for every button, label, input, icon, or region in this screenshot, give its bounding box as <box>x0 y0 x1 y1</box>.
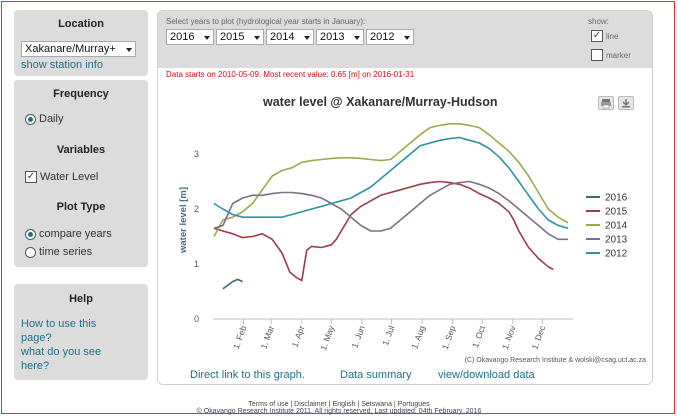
legend-label-2012: 2012 <box>605 249 628 260</box>
chevron-down-icon <box>354 36 360 40</box>
year-value-2: 2015 <box>220 31 245 43</box>
frequency-title: Frequency <box>53 88 109 100</box>
x-tick-label-10: 1. Dec <box>530 324 548 351</box>
chevron-down-icon <box>404 36 410 40</box>
year-select-5[interactable]: 2012 <box>366 29 414 45</box>
download-icon[interactable] <box>618 96 634 110</box>
data-info-text: Data starts on 2010-05-09. Most recent v… <box>166 70 415 79</box>
y-tick-label-1: 1 <box>194 259 199 269</box>
line-label: line <box>606 32 619 41</box>
variables-title: Variables <box>56 144 106 156</box>
year-value-4: 2013 <box>320 31 345 43</box>
location-selected: Xakanare/Murray+ <box>25 43 116 55</box>
y-tick-label-2: 2 <box>194 204 199 214</box>
chevron-down-icon <box>126 48 132 52</box>
year-select-1[interactable]: 2016 <box>166 29 214 45</box>
location-panel: Location Xakanare/Murray+ show station i… <box>14 10 148 76</box>
x-tick-label-8: 1. Oct <box>470 324 487 349</box>
y-axis-label: water level [m] <box>178 187 189 254</box>
help-title: Help <box>69 293 93 305</box>
x-tick-label-5: 1. Jul <box>380 324 396 347</box>
y-tick-label-0: 0 <box>194 314 199 324</box>
legend-label-2015: 2015 <box>605 207 628 218</box>
data-summary-link[interactable]: Data summary <box>340 369 412 381</box>
frequency-daily-label: Daily <box>39 113 64 125</box>
marker-checkbox[interactable]: marker <box>591 49 631 62</box>
time-series-radio[interactable]: time series <box>25 246 92 258</box>
water-level-chart: water level [m] 0 1 2 3 1. Feb 1. Mar 1. Apr 1. … <box>178 123 647 364</box>
series-line-2015 <box>213 180 554 282</box>
location-title: Location <box>58 18 104 30</box>
frequency-daily-radio[interactable]: Daily <box>25 113 63 125</box>
x-tick-label-9: 1. Nov <box>500 324 518 351</box>
checkmark-icon: ✓ <box>25 171 37 184</box>
x-tick-label-0: 1. Feb <box>231 324 249 350</box>
radio-unselected-icon <box>25 246 36 258</box>
checkbox-empty-icon <box>591 49 603 62</box>
series-line-2016 <box>222 278 243 290</box>
compare-years-label: compare years <box>39 228 112 240</box>
time-series-label: time series <box>39 246 93 258</box>
footer-copyright: © Okavango Research Institute 2011. All … <box>196 408 482 415</box>
series-line-2012 <box>213 136 569 230</box>
x-tick-label-7: 1. Sep <box>440 324 458 351</box>
plot-type-title: Plot Type <box>56 201 106 213</box>
year-value-3: 2014 <box>270 31 295 43</box>
main-panel: Select years to plot (hydrological year … <box>157 10 653 385</box>
chevron-down-icon <box>304 36 310 40</box>
years-label: Select years to plot (hydrological year … <box>166 17 366 26</box>
print-icon[interactable] <box>598 96 614 110</box>
how-to-use-link[interactable]: How to use this page? <box>21 318 97 344</box>
options-panel: Frequency Daily Variables ✓ Water Level P… <box>14 80 148 267</box>
chart-title: water level @ Xakanare/Murray-Hudson <box>263 95 498 109</box>
chart-credit: (C) Okavango Research Institute & wolski… <box>465 357 647 364</box>
show-label: show: <box>588 17 609 26</box>
marker-label: marker <box>606 51 631 60</box>
radio-selected-icon <box>25 228 36 240</box>
footer-links[interactable]: Terms of use | Disclaimer | English | Se… <box>248 401 430 408</box>
line-checkbox[interactable]: ✓ line <box>591 30 619 43</box>
year-value-5: 2012 <box>370 31 395 43</box>
chevron-down-icon <box>204 36 210 40</box>
x-tick-label-3: 1. May <box>318 324 336 352</box>
year-select-3[interactable]: 2014 <box>266 29 314 45</box>
legend-label-2013: 2013 <box>605 235 628 246</box>
year-value-1: 2016 <box>170 31 195 43</box>
chevron-down-icon <box>254 36 260 40</box>
help-panel: Help How to use this page? what do you s… <box>14 284 148 380</box>
series-line-2013 <box>213 180 569 241</box>
year-select-2[interactable]: 2015 <box>216 29 264 45</box>
x-tick-label-2: 1. Apr <box>290 324 307 348</box>
download-data-link[interactable]: view/download data <box>438 369 535 381</box>
location-select[interactable]: Xakanare/Murray+ <box>21 41 136 57</box>
compare-years-radio[interactable]: compare years <box>25 228 112 240</box>
water-level-checkbox[interactable]: ✓ Water Level <box>25 171 99 184</box>
legend-label-2014: 2014 <box>605 221 628 232</box>
x-tick-label-4: 1. Jun <box>349 324 366 349</box>
controls-bar: Select years to plot (hydrological year … <box>158 11 652 68</box>
legend-label-2016: 2016 <box>605 193 628 204</box>
x-tick-label-6: 1. Aug <box>409 324 427 350</box>
checkmark-icon: ✓ <box>591 30 603 43</box>
series-line-2014 <box>213 123 569 237</box>
x-tick-label-1: 1. Mar <box>258 324 276 350</box>
y-tick-label-3: 3 <box>194 149 199 159</box>
show-station-info-link[interactable]: show station info <box>21 59 103 71</box>
water-level-label: Water Level <box>40 171 99 183</box>
radio-selected-icon <box>25 113 36 125</box>
direct-link[interactable]: Direct link to this graph. <box>190 369 305 381</box>
year-select-4[interactable]: 2013 <box>316 29 364 45</box>
what-do-you-see-link[interactable]: what do you see here? <box>21 346 102 372</box>
